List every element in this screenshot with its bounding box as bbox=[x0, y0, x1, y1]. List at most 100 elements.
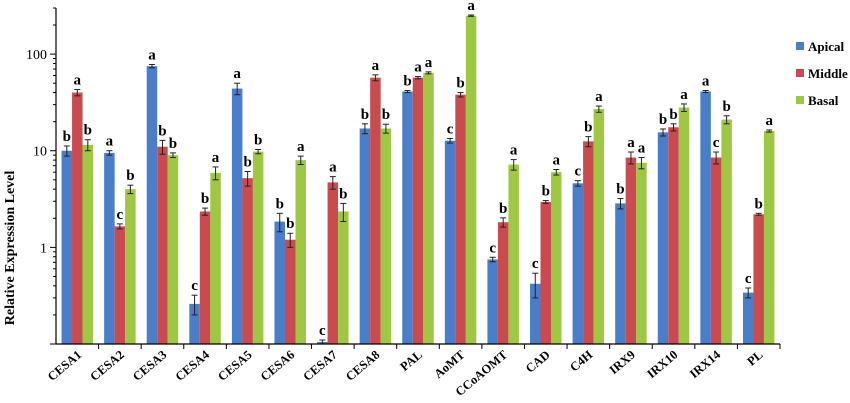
bar-irx10-apical bbox=[657, 132, 669, 344]
bar-cesa3-middle bbox=[157, 146, 168, 344]
x-tick-label-irx9: IRX9 bbox=[607, 348, 638, 377]
sig-label-ccoaomt-basal: a bbox=[510, 143, 518, 159]
x-tick-label-irx10: IRX10 bbox=[644, 348, 680, 381]
bar-pl-apical bbox=[742, 292, 754, 344]
x-tick-label-cesa1: CESA1 bbox=[45, 348, 84, 384]
sig-label-c4h-apical: c bbox=[575, 164, 582, 180]
bar-cesa1-apical bbox=[61, 150, 73, 344]
sig-label-cesa8-basal: b bbox=[382, 107, 390, 123]
sig-label-cesa6-apical: b bbox=[276, 196, 284, 212]
legend-label-apical: Apical bbox=[808, 39, 845, 54]
sig-label-cesa8-middle: a bbox=[372, 58, 380, 74]
sig-label-pl-basal: a bbox=[765, 113, 773, 129]
sig-label-cesa3-basal: b bbox=[169, 136, 177, 152]
sig-label-cesa1-apical: b bbox=[63, 129, 71, 145]
sig-label-pal-basal: a bbox=[425, 55, 433, 71]
sig-label-irx9-middle: a bbox=[627, 135, 635, 151]
bar-cesa2-basal bbox=[125, 189, 136, 344]
sig-label-irx10-basal: a bbox=[680, 87, 688, 103]
bar-ccoaomt-middle bbox=[497, 222, 509, 344]
sig-label-cad-apical: c bbox=[532, 256, 539, 272]
sig-label-cesa4-middle: b bbox=[201, 191, 209, 207]
bar-cad-apical bbox=[530, 283, 541, 344]
x-tick-label-aomt: AoMT bbox=[431, 347, 468, 381]
sig-label-cesa2-apical: a bbox=[106, 134, 114, 150]
x-tick-label-cesa3: CESA3 bbox=[130, 348, 169, 384]
bar-pl-basal bbox=[763, 131, 775, 344]
sig-label-c4h-middle: b bbox=[584, 120, 592, 136]
x-tick-label-pl: PL bbox=[744, 348, 765, 369]
sig-label-aomt-basal: a bbox=[467, 0, 475, 14]
sig-label-cesa3-middle: b bbox=[158, 123, 166, 139]
bar-aomt-middle bbox=[455, 94, 466, 344]
bar-cesa3-basal bbox=[167, 155, 179, 344]
sig-label-irx9-apical: b bbox=[616, 182, 624, 198]
sig-label-cesa7-apical: c bbox=[319, 323, 326, 339]
sig-label-cesa1-middle: a bbox=[74, 73, 82, 89]
bar-irx9-middle bbox=[625, 157, 637, 344]
bar-cad-middle bbox=[540, 201, 552, 344]
bar-cesa6-apical bbox=[274, 221, 285, 344]
sig-label-ccoaomt-apical: c bbox=[489, 240, 496, 256]
sig-label-irx9-basal: a bbox=[638, 141, 646, 157]
bar-aomt-apical bbox=[444, 140, 456, 344]
bar-cad-basal bbox=[551, 172, 562, 344]
sig-label-cad-basal: a bbox=[553, 152, 561, 168]
sig-label-aomt-middle: b bbox=[456, 76, 464, 92]
bar-cesa5-apical bbox=[231, 88, 243, 344]
sig-label-cesa6-basal: a bbox=[297, 139, 305, 155]
bar-cesa5-basal bbox=[252, 151, 264, 344]
x-tick-label-cesa5: CESA5 bbox=[215, 348, 254, 384]
bar-pl-middle bbox=[753, 214, 764, 344]
bar-pal-middle bbox=[412, 77, 424, 344]
sig-label-cesa8-apical: b bbox=[361, 107, 369, 123]
x-tick-label-cesa4: CESA4 bbox=[173, 347, 213, 384]
bar-ccoaomt-apical bbox=[487, 259, 498, 344]
sig-label-cesa5-basal: b bbox=[254, 132, 262, 148]
bar-c4h-basal bbox=[593, 109, 605, 344]
sig-label-cesa5-middle: b bbox=[243, 154, 251, 170]
x-tick-label-cesa2: CESA2 bbox=[87, 348, 126, 384]
legend-swatch-middle bbox=[796, 69, 804, 77]
y-tick-label: 10 bbox=[33, 145, 47, 160]
bar-cesa3-apical bbox=[146, 66, 158, 345]
sig-label-cad-middle: b bbox=[542, 184, 550, 200]
sig-label-ccoaomt-middle: b bbox=[499, 201, 507, 217]
bar-cesa6-middle bbox=[284, 239, 296, 344]
bar-irx9-apical bbox=[615, 203, 626, 344]
bar-irx14-apical bbox=[700, 91, 711, 344]
sig-label-irx14-basal: b bbox=[722, 99, 730, 115]
sig-label-cesa1-basal: b bbox=[84, 123, 92, 139]
bar-pal-apical bbox=[402, 91, 413, 344]
legend-swatch-basal bbox=[796, 96, 804, 104]
sig-label-cesa6-middle: b bbox=[286, 216, 294, 232]
bar-cesa6-basal bbox=[295, 160, 306, 344]
bar-cesa8-basal bbox=[380, 128, 392, 344]
sig-label-cesa7-middle: a bbox=[329, 160, 337, 176]
sig-label-pal-middle: a bbox=[414, 60, 422, 76]
bar-cesa8-apical bbox=[359, 128, 371, 344]
x-tick-label-cesa7: CESA7 bbox=[300, 348, 339, 384]
bar-cesa4-basal bbox=[210, 172, 221, 344]
sig-label-cesa5-apical: a bbox=[233, 66, 241, 82]
bar-irx10-basal bbox=[678, 107, 690, 344]
bar-cesa4-apical bbox=[189, 303, 200, 344]
sig-label-c4h-basal: a bbox=[595, 89, 603, 105]
legend-label-middle: Middle bbox=[808, 66, 848, 81]
bar-cesa2-middle bbox=[114, 226, 126, 344]
sig-label-pl-middle: b bbox=[755, 196, 763, 212]
x-tick-label-cesa8: CESA8 bbox=[343, 348, 382, 384]
y-axis-title: Relative Expression Level bbox=[3, 171, 18, 326]
x-tick-label-irx14: IRX14 bbox=[687, 347, 724, 381]
legend-label-basal: Basal bbox=[808, 93, 839, 108]
bar-aomt-basal bbox=[465, 15, 477, 344]
sig-label-pl-apical: c bbox=[745, 271, 752, 287]
bar-cesa1-middle bbox=[72, 92, 83, 344]
legend: Apical Middle Basal bbox=[796, 39, 848, 108]
y-tick-label: 1 bbox=[40, 241, 47, 256]
sig-label-cesa2-middle: c bbox=[117, 207, 124, 223]
sig-label-irx10-apical: b bbox=[659, 112, 667, 128]
bars-layer bbox=[61, 15, 775, 345]
